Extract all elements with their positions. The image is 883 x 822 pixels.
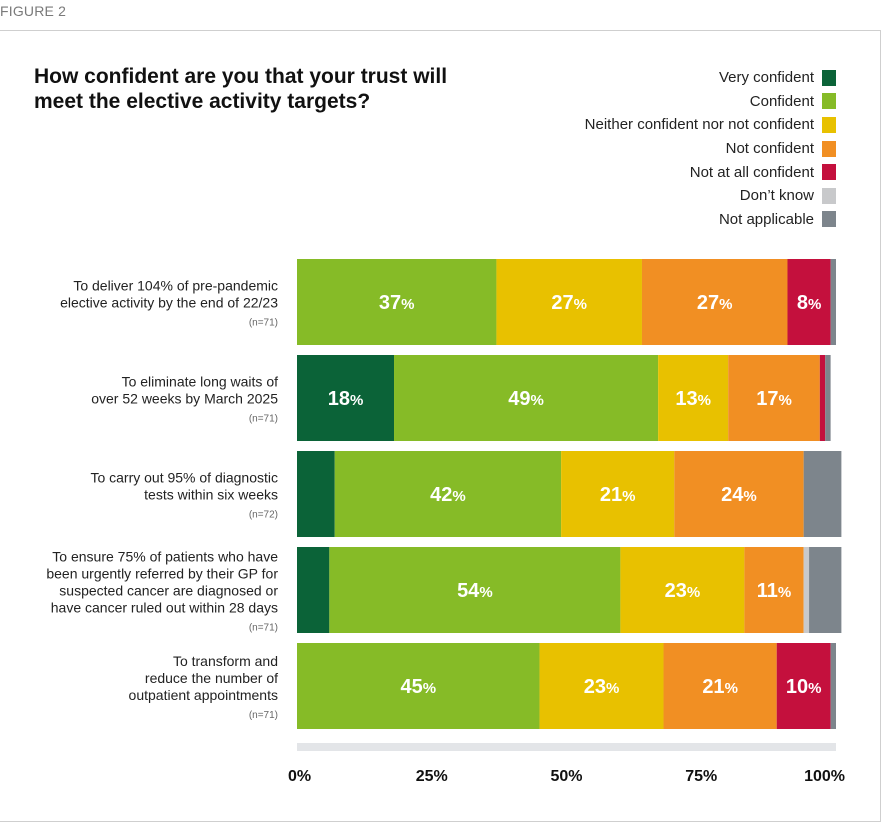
- legend-label: Neither confident nor not confident: [584, 116, 814, 134]
- data-label: 49%: [508, 388, 544, 410]
- bar-segment-confident: [297, 643, 540, 729]
- legend-swatch: [822, 116, 836, 133]
- data-label: 21%: [600, 484, 636, 506]
- bar-segment-not_applicable: [803, 451, 842, 537]
- bar-segment-not_confident: [744, 547, 804, 633]
- data-label: 10%: [786, 676, 822, 698]
- bar-segment-not_applicable: [809, 547, 842, 633]
- legend-item-confident: Confident: [585, 90, 836, 114]
- category-label: To carry out 95% of diagnostic: [90, 470, 278, 486]
- bar-segment-not_applicable: [830, 259, 836, 345]
- category-label: tests within six weeks: [144, 487, 278, 503]
- data-label: 42%: [430, 484, 466, 506]
- legend-swatch: [822, 164, 836, 181]
- bar-segment-neither: [496, 259, 642, 345]
- category-label: have cancer ruled out within 28 days: [51, 600, 278, 616]
- bar-segment-neither: [620, 547, 745, 633]
- legend-item-neither: Neither confident nor not confident: [585, 113, 836, 137]
- bar-segment-neither: [658, 355, 729, 441]
- legend-swatch: [822, 140, 836, 157]
- legend-label: Not applicable: [718, 210, 814, 228]
- data-label: 21%: [702, 676, 738, 698]
- bar-segment-confident: [394, 355, 659, 441]
- data-label: 54%: [457, 580, 493, 602]
- sample-size-label: (n=71): [249, 710, 278, 721]
- bar-segment-not_confident: [728, 355, 820, 441]
- category-label: over 52 weeks by March 2025: [91, 391, 278, 407]
- legend: Very confident Confident Neither confide…: [585, 66, 836, 231]
- category-label: suspected cancer are diagnosed or: [59, 583, 278, 599]
- bar-segment-dont_know: [803, 547, 810, 633]
- chart-title: How confident are you that your trust wi…: [34, 65, 448, 113]
- legend-swatch: [822, 69, 836, 86]
- legend-item-dont-know: Don’t know: [585, 184, 836, 208]
- bar-segment-confident: [329, 547, 621, 633]
- legend-label: Very confident: [718, 69, 814, 87]
- bar-segment-not_confident: [641, 259, 788, 345]
- legend-label: Not at all confident: [689, 163, 814, 181]
- data-label: 18%: [328, 388, 364, 410]
- bar-segment-not_at_all: [787, 259, 831, 345]
- sample-size-label: (n=72): [249, 510, 278, 521]
- x-tick-label: 100%: [804, 768, 845, 785]
- x-tick-label: 50%: [550, 768, 582, 785]
- legend-label: Not confident: [725, 140, 814, 158]
- data-label: 8%: [797, 292, 821, 314]
- category-label: To transform and: [173, 653, 278, 669]
- sample-size-label: (n=71): [249, 623, 278, 634]
- legend-item-not-at-all-confident: Not at all confident: [585, 160, 836, 184]
- legend-swatch: [822, 93, 836, 110]
- bar-segment-not_confident: [674, 451, 804, 537]
- x-tick-label: 0%: [288, 768, 311, 785]
- category-label: reduce the number of: [145, 670, 278, 686]
- bar-segment-confident: [334, 451, 562, 537]
- legend-item-very-confident: Very confident: [585, 66, 836, 90]
- bar-segment-not_applicable: [825, 355, 831, 441]
- bar-segment-confident: [297, 259, 497, 345]
- bar-segment-not_applicable: [830, 643, 836, 729]
- bar-segment-very_confident: [297, 547, 330, 633]
- data-label: 24%: [721, 484, 757, 506]
- data-label: 11%: [757, 580, 792, 602]
- category-label: To deliver 104% of pre-pandemic: [73, 278, 278, 294]
- figure-label: FIGURE 2: [0, 3, 67, 19]
- x-axis-band: [297, 743, 836, 751]
- legend-item-not-confident: Not confident: [585, 137, 836, 161]
- legend-label: Don’t know: [739, 187, 814, 205]
- sample-size-label: (n=71): [249, 318, 278, 329]
- bar-segment-not_at_all: [776, 643, 831, 729]
- category-label: outpatient appointments: [129, 687, 278, 703]
- data-label: 45%: [400, 676, 436, 698]
- bar-segment-not_at_all: [819, 355, 826, 441]
- legend-label: Confident: [749, 92, 814, 110]
- data-label: 13%: [675, 388, 711, 410]
- bar-segment-neither: [561, 451, 675, 537]
- data-label: 17%: [756, 388, 792, 410]
- data-label: 23%: [584, 676, 620, 698]
- legend-swatch: [822, 187, 836, 204]
- data-label: 27%: [551, 292, 587, 314]
- bar-segment-not_confident: [663, 643, 777, 729]
- category-label: To ensure 75% of patients who have: [52, 549, 278, 565]
- bar-segment-very_confident: [297, 355, 395, 441]
- legend-swatch: [822, 211, 836, 228]
- legend-item-not-applicable: Not applicable: [585, 208, 836, 232]
- x-tick-label: 75%: [685, 768, 717, 785]
- category-label: To eliminate long waits of: [122, 374, 279, 390]
- sample-size-label: (n=71): [249, 414, 278, 425]
- bar-segment-very_confident: [297, 451, 335, 537]
- category-label: elective activity by the end of 22/23: [60, 295, 278, 311]
- data-label: 23%: [665, 580, 701, 602]
- data-label: 27%: [697, 292, 733, 314]
- category-label: been urgently referred by their GP for: [46, 566, 278, 582]
- data-label: 37%: [379, 292, 415, 314]
- x-tick-label: 25%: [416, 768, 448, 785]
- bar-segment-neither: [539, 643, 664, 729]
